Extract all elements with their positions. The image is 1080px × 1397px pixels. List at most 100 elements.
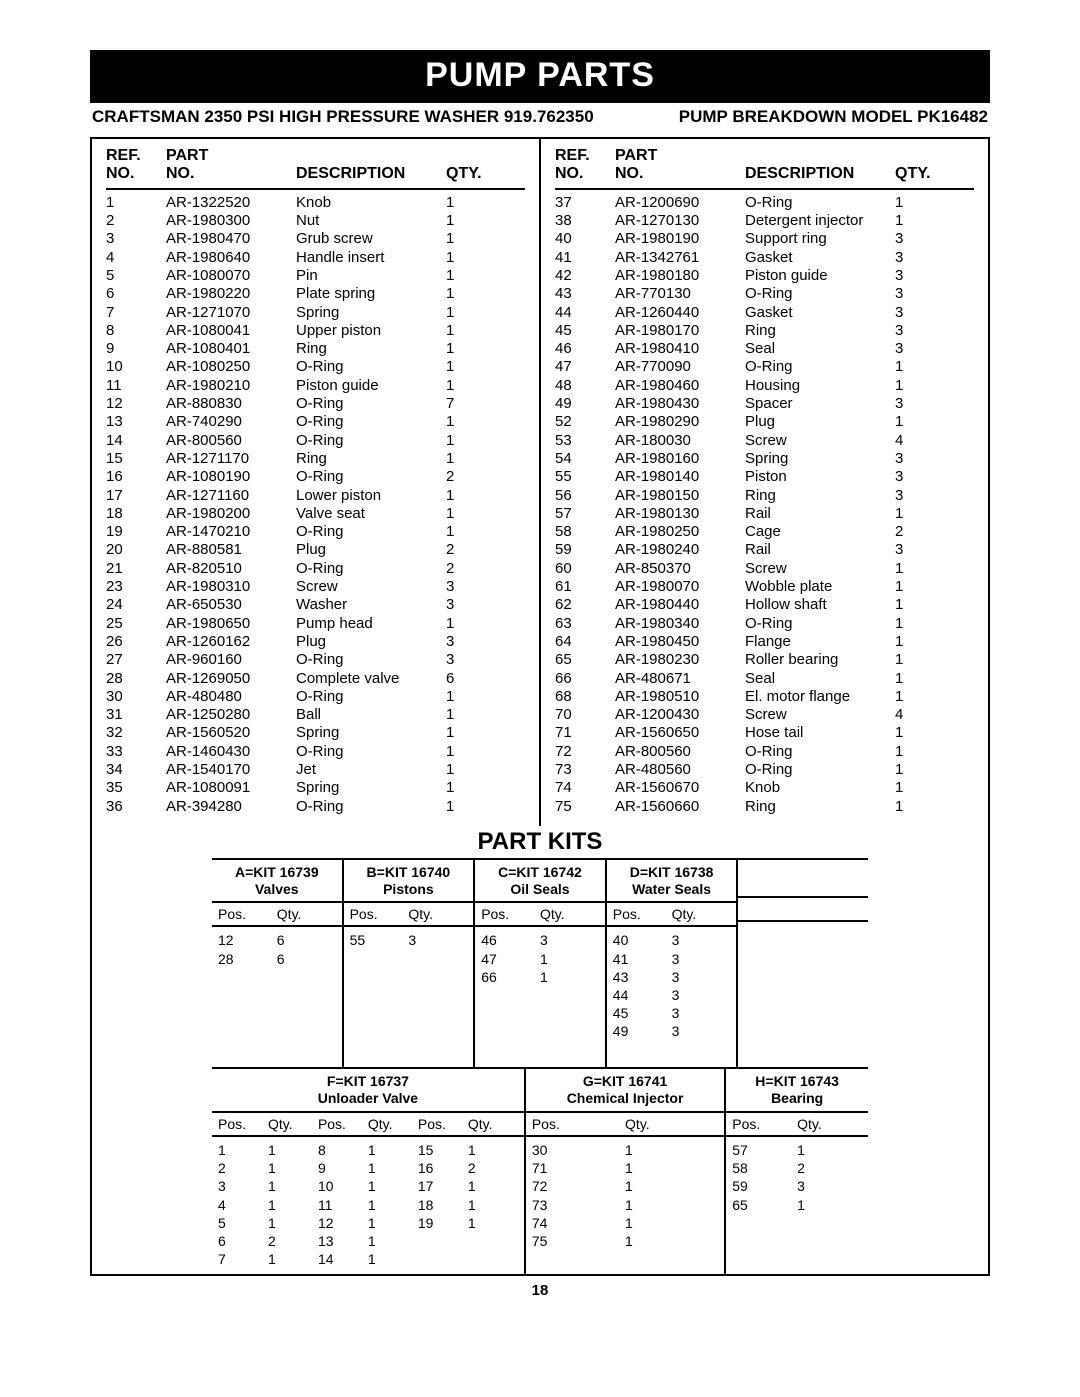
cell-desc: O-Ring (296, 395, 446, 413)
kits-row-1: A=KIT 16739 Valves Pos. Qty. 126286 B=KI… (212, 860, 868, 1068)
table-row: 54AR-1980160Spring3 (555, 450, 974, 468)
cell-ref: 12 (106, 395, 166, 413)
table-row: 44AR-1260440Gasket3 (555, 304, 974, 322)
kit-row: 286 (218, 950, 336, 968)
cell-ref: 1 (106, 194, 166, 212)
cell-part: AR-800560 (615, 743, 745, 761)
kit-a-subtitle: Valves (214, 881, 340, 898)
table-row: 62AR-1980440Hollow shaft1 (555, 596, 974, 614)
table-row: 40AR-1980190Support ring3 (555, 230, 974, 248)
cell-ref: 71 (555, 724, 615, 742)
table-row: 63AR-1980340O-Ring1 (555, 615, 974, 633)
cell-desc: Hose tail (745, 724, 895, 742)
kit-row: 81 (318, 1141, 418, 1159)
cell-part: AR-800560 (166, 432, 296, 450)
kit-row: 731 (532, 1196, 718, 1214)
kit-pos: 1 (218, 1141, 268, 1159)
kit-qty: 1 (625, 1214, 718, 1232)
kit-row: 443 (613, 986, 731, 1004)
kit-qty: 2 (268, 1232, 318, 1250)
table-row: 26AR-1260162Plug3 (106, 633, 525, 651)
kit-qty: 2 (797, 1159, 862, 1177)
cell-desc: O-Ring (296, 468, 446, 486)
kit-row: 111 (318, 1196, 418, 1214)
cell-desc: Rail (745, 505, 895, 523)
cell-desc: O-Ring (745, 743, 895, 761)
kit-pos: 72 (532, 1177, 625, 1195)
cell-part: AR-1980180 (615, 267, 745, 285)
cell-part: AR-1980210 (166, 377, 296, 395)
kit-pos: 5 (218, 1214, 268, 1232)
kit-qty: 1 (268, 1214, 318, 1232)
cell-ref: 28 (106, 670, 166, 688)
cell-ref: 65 (555, 651, 615, 669)
col-part-l2: NO. (615, 165, 745, 183)
kit-qty-head: Qty. (672, 906, 731, 922)
kit-qty: 1 (368, 1250, 418, 1268)
kit-qty: 1 (368, 1141, 418, 1159)
kit-c: C=KIT 16742 Oil Seals Pos. Qty. 46347166… (475, 860, 607, 1068)
col-part-l1: PART (166, 147, 296, 165)
kit-qty: 1 (368, 1196, 418, 1214)
cell-part: AR-1980160 (615, 450, 745, 468)
cell-desc: Complete valve (296, 670, 446, 688)
table-row: 45AR-1980170Ring3 (555, 322, 974, 340)
cell-part: AR-1980230 (615, 651, 745, 669)
cell-part: AR-1080401 (166, 340, 296, 358)
cell-desc: Flange (745, 633, 895, 651)
cell-ref: 62 (555, 596, 615, 614)
kit-b-subtitle: Pistons (346, 881, 472, 898)
table-row: 56AR-1980150Ring3 (555, 487, 974, 505)
cell-qty: 3 (895, 249, 941, 267)
cell-ref: 16 (106, 468, 166, 486)
cell-desc: O-Ring (296, 413, 446, 431)
table-row: 36AR-394280O-Ring1 (106, 798, 525, 816)
kit-qty: 1 (368, 1177, 418, 1195)
cell-ref: 23 (106, 578, 166, 596)
kit-row: 151 (418, 1141, 518, 1159)
cell-desc: Pin (296, 267, 446, 285)
cell-qty: 3 (895, 450, 941, 468)
kit-pos: 11 (318, 1196, 368, 1214)
table-row: 42AR-1980180Piston guide3 (555, 267, 974, 285)
cell-part: AR-1980430 (615, 395, 745, 413)
kit-pos: 75 (532, 1232, 625, 1250)
table-row: 59AR-1980240Rail3 (555, 541, 974, 559)
cell-qty: 1 (446, 194, 492, 212)
cell-qty: 6 (446, 670, 492, 688)
cell-part: AR-1460430 (166, 743, 296, 761)
cell-desc: Plug (745, 413, 895, 431)
cell-qty: 1 (895, 194, 941, 212)
cell-ref: 13 (106, 413, 166, 431)
cell-desc: Hollow shaft (745, 596, 895, 614)
cell-qty: 1 (446, 267, 492, 285)
kit-pos: 57 (732, 1141, 797, 1159)
cell-ref: 32 (106, 724, 166, 742)
cell-ref: 31 (106, 706, 166, 724)
cell-desc: Gasket (745, 249, 895, 267)
kit-row: 121 (318, 1214, 418, 1232)
cell-qty: 3 (895, 230, 941, 248)
kit-pos-head: Pos. (532, 1116, 625, 1132)
kit-row: 721 (532, 1177, 718, 1195)
cell-ref: 66 (555, 670, 615, 688)
cell-part: AR-1271070 (166, 304, 296, 322)
kit-pos: 12 (218, 931, 277, 949)
kit-qty-head: Qty. (468, 1116, 518, 1132)
product-title: CRAFTSMAN 2350 PSI HIGH PRESSURE WASHER … (92, 107, 594, 127)
cell-part: AR-1250280 (166, 706, 296, 724)
cell-qty: 1 (446, 523, 492, 541)
cell-part: AR-1980140 (615, 468, 745, 486)
kit-row: 711 (532, 1159, 718, 1177)
table-row: 68AR-1980510El. motor flange1 (555, 688, 974, 706)
cell-part: AR-880581 (166, 541, 296, 559)
kit-qty-head: Qty. (797, 1116, 862, 1132)
cell-ref: 54 (555, 450, 615, 468)
kit-a-title: A=KIT 16739 (214, 864, 340, 881)
kit-a: A=KIT 16739 Valves Pos. Qty. 126286 (212, 860, 344, 1068)
cell-qty: 1 (446, 413, 492, 431)
table-row: 64AR-1980450Flange1 (555, 633, 974, 651)
kit-qty: 1 (268, 1177, 318, 1195)
cell-qty: 3 (895, 487, 941, 505)
cell-qty: 1 (446, 358, 492, 376)
